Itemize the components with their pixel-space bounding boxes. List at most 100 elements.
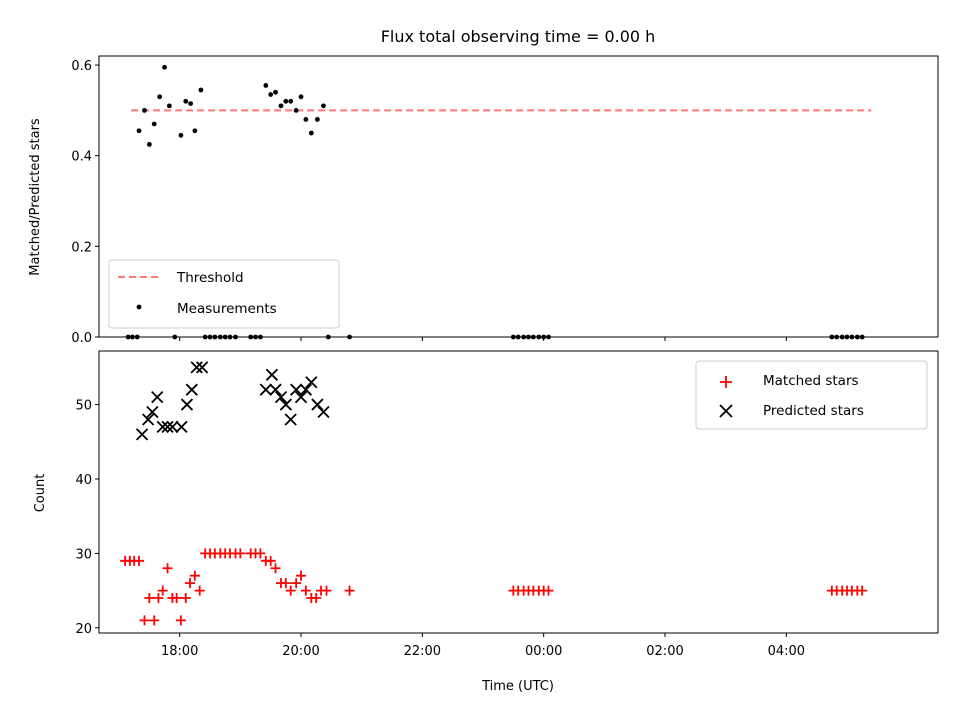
chart-title: Flux total observing time = 0.00 h (381, 27, 656, 46)
count-x-tick-label: 22:00 (404, 644, 441, 659)
predicted-stars-point (161, 420, 174, 434)
matched-stars-point (149, 615, 160, 626)
count-panel-frame (98, 350, 939, 634)
measurements-point (166, 103, 172, 109)
predicted-stars-point (299, 383, 313, 396)
predicted-stars-point (156, 420, 169, 434)
count-panel-plot: 20 30 40 50 18:00 20:00 22:00 00:00 02:00 04:00 (75, 361, 868, 659)
count-y-tick-label: 50 (75, 399, 92, 414)
measurements-point (183, 98, 189, 104)
matched-stars-point (189, 570, 200, 581)
predicted-stars-point (269, 383, 282, 396)
predicted-stars-point (190, 361, 203, 374)
matched-stars-point (265, 555, 276, 566)
measurements-point (303, 117, 309, 122)
matched-stars-point (270, 563, 281, 574)
measurements-point (283, 98, 289, 104)
measurements-point (263, 83, 269, 88)
matched-stars-point (300, 585, 311, 596)
matched-stars-point (857, 585, 868, 596)
predicted-stars-point (290, 383, 303, 396)
predicted-stars-point (166, 420, 179, 434)
count-legend-box (695, 360, 928, 430)
measurements-point (308, 130, 314, 136)
count-y-axis-label: Count (33, 474, 48, 513)
matched-stars-point (235, 548, 246, 559)
matched-stars-point (344, 585, 355, 596)
predicted-stars-point (311, 398, 324, 411)
measurements-point (162, 64, 167, 70)
predicted-stars-point (151, 390, 164, 404)
matched-stars-point (144, 593, 155, 604)
matched-stars-point (184, 578, 195, 589)
count-legend: Matched stars Predicted stars (695, 360, 928, 430)
matched-stars-point (157, 585, 168, 596)
predicted-stars-point (135, 428, 149, 441)
predicted-stars-point (185, 383, 198, 396)
matched-stars-point (291, 578, 302, 589)
count-x-tick-label: 18:00 (161, 644, 198, 659)
predicted-stars-point (265, 368, 279, 381)
matched-stars-legend-swatch (720, 376, 732, 388)
measurements-point (321, 103, 326, 109)
matched-stars-point (296, 570, 307, 581)
count-x-tick-label: 04:00 (768, 644, 805, 659)
matched-stars-point (321, 585, 332, 596)
count-y-tick-label: 20 (75, 622, 92, 637)
predicted-stars-point (274, 390, 288, 404)
matched-stars-point (134, 555, 145, 566)
matched-stars-legend-label: Matched stars (763, 373, 859, 389)
count-y-tick-label: 30 (75, 547, 92, 562)
predicted-stars-point (317, 405, 330, 419)
predicted-stars-point (294, 390, 308, 404)
matched-stars-point (171, 593, 182, 604)
predicted-stars-legend-swatch (719, 404, 733, 418)
measurements-point (146, 141, 152, 147)
ratio-panel: 0.0 0.2 0.4 0.6 Matched/Predicted stars Thr… (28, 55, 939, 346)
count-x-tick-label: 02:00 (646, 644, 683, 659)
measurements-point (178, 132, 184, 138)
measurements-point (192, 128, 198, 134)
matched-stars-point (175, 615, 186, 626)
predicted-stars-point (259, 383, 272, 396)
predicted-stars-point (175, 420, 188, 434)
matched-stars-point (180, 593, 191, 604)
measurements-point (278, 103, 284, 109)
measurements-point (273, 89, 278, 95)
measurements-point (293, 107, 299, 113)
measurements-point (298, 94, 304, 100)
ratio-panel-frame (98, 55, 939, 338)
ratio-y-axis-label: Matched/Predicted stars (28, 118, 43, 276)
measurements-point (288, 98, 294, 104)
measurements-legend-label: Measurements (177, 301, 277, 317)
measurements-point (198, 87, 204, 93)
count-panel: 20 30 40 50 18:00 20:00 22:00 00:00 02:00 04:00 C… (33, 350, 939, 694)
measurements-point (136, 128, 142, 134)
ratio-y-tick-label: 0.0 (71, 331, 92, 346)
predicted-stars-point (284, 413, 297, 426)
ratio-panel-plot: 0.0 0.2 0.4 0.6 (71, 59, 872, 346)
matched-stars-point (194, 585, 205, 596)
ratio-legend-box (108, 259, 340, 329)
predicted-stars-point (146, 405, 159, 419)
measurements-point (268, 92, 274, 97)
predicted-stars-legend-label: Predicted stars (763, 403, 864, 419)
count-y-tick-label: 40 (75, 473, 92, 488)
predicted-stars-point (180, 398, 194, 411)
count-x-tick-label: 00:00 (525, 644, 562, 659)
matched-stars-point (280, 578, 291, 589)
matched-stars-point (285, 585, 296, 596)
matched-stars-point (162, 563, 173, 574)
measurements-point (188, 101, 194, 106)
count-x-tick-label: 20:00 (282, 644, 319, 659)
matched-stars-point (543, 585, 554, 596)
predicted-stars-point (142, 413, 155, 426)
threshold-legend-label: Threshold (176, 270, 244, 286)
ratio-legend: Threshold Measurements (108, 259, 340, 329)
measurements-point (157, 94, 163, 100)
matched-stars-point (139, 615, 150, 626)
time-x-axis-label: Time (UTC) (481, 679, 554, 694)
measurements-point (151, 121, 157, 127)
